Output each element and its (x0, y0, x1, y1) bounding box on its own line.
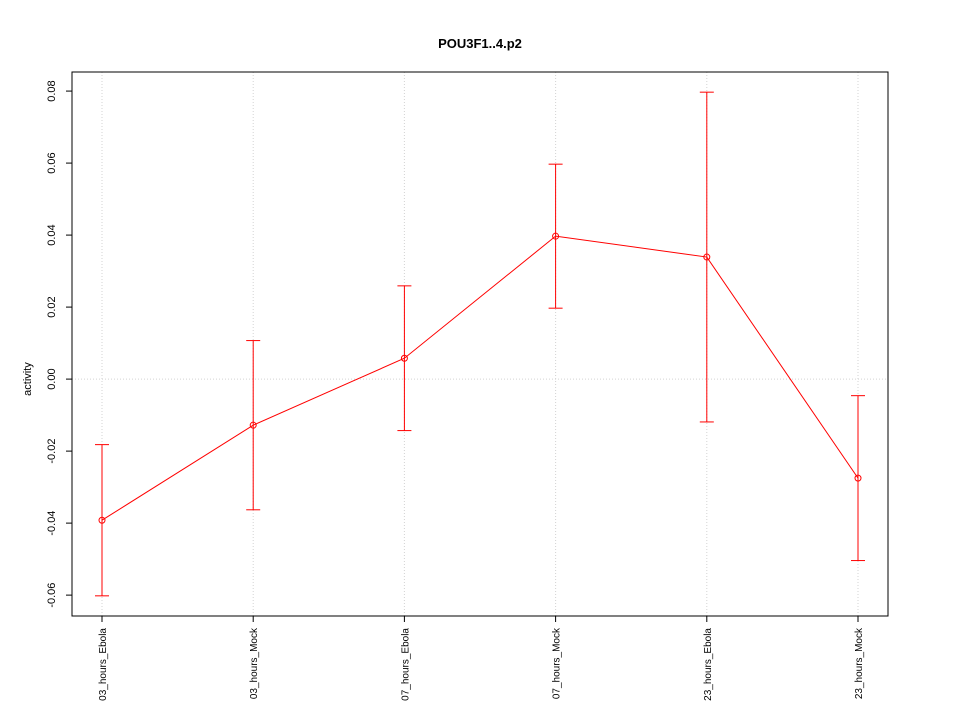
y-tick-label: 0.04 (46, 224, 58, 245)
y-tick-label: 0.06 (46, 152, 58, 173)
error-bar (699, 91, 714, 423)
x-tick-label: 03_hours_Ebola (98, 628, 109, 701)
y-tick-label: 0.08 (46, 80, 58, 101)
error-bar (95, 444, 109, 597)
point (703, 253, 711, 261)
y-tick-label: -0.02 (46, 439, 58, 464)
y-axis-label: activity (22, 362, 34, 396)
y-tick-label: -0.04 (46, 511, 58, 536)
x-tick-label: 23_hours_Ebola (703, 628, 714, 701)
y-tick-label: -0.06 (46, 583, 58, 608)
x-tick-label: 07_hours_Mock (552, 627, 563, 699)
y-tick-label: 0.00 (46, 368, 58, 389)
plot-frame (71, 71, 889, 617)
chart-title: POU3F1..4.p2 (438, 36, 522, 51)
y-tick-label: 0.02 (46, 296, 58, 317)
series-line (101, 235, 859, 521)
error-bar (246, 340, 261, 511)
point (854, 474, 862, 482)
error-bar (851, 395, 865, 562)
point (98, 516, 106, 524)
point (400, 354, 408, 362)
point (249, 421, 257, 429)
x-tick-label: 07_hours_Ebola (400, 628, 411, 701)
x-tick-label: 03_hours_Mock (249, 627, 260, 699)
error-bar (397, 285, 412, 432)
x-tick-label: 23_hours_Mock (854, 627, 865, 699)
point (552, 232, 560, 240)
error-bar (548, 163, 563, 309)
